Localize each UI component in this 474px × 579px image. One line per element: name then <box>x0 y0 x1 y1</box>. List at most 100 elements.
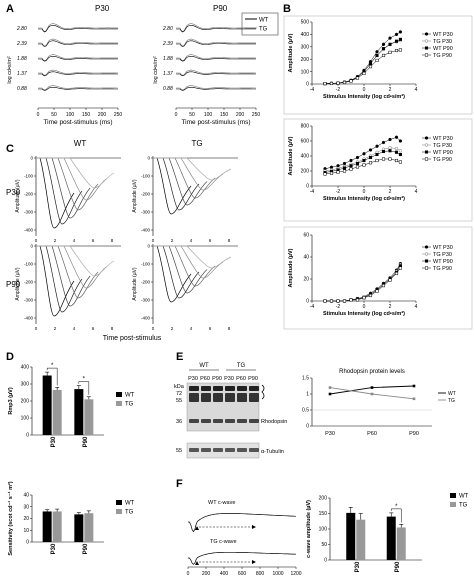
panel-c-awave-tg-p90-1 <box>153 245 200 299</box>
panel-a-title-p90: P90 <box>213 4 228 13</box>
panel-c-xtick-label: 0 <box>152 326 155 331</box>
panel-c-xtick-label: 6 <box>209 326 212 331</box>
panel-b-xtick-label: 4 <box>415 189 418 195</box>
panel-c-awave-tg-p30-0 <box>153 157 192 215</box>
erg-trace-wt-1 <box>176 40 256 47</box>
panel-e-group-tg: TG <box>237 363 246 369</box>
panel-e-chart-ytick-label: 0.5 <box>302 408 309 414</box>
panel-b-point <box>323 82 327 86</box>
panel-b-point <box>342 80 347 85</box>
panel-c-title-wt: WT <box>74 139 87 148</box>
panel-b-point <box>398 139 403 143</box>
panel-d-rmp3-bar <box>84 399 94 435</box>
panel-b-legend-marker <box>424 266 429 270</box>
panel-e-chart-point <box>328 392 332 396</box>
panel-b-1-ytick-label: 0 <box>306 82 309 88</box>
panel-d-sensitivity-ytick-label: 0 <box>26 540 29 546</box>
panel-b-legend-label: TG P90 <box>433 157 452 163</box>
panel-c-xtick-label: 4 <box>190 238 193 243</box>
panel-b-legend-label: TG P90 <box>433 266 452 272</box>
panel-b-xtick-label: -2 <box>336 304 341 310</box>
panel-b-3-ytick-label: 20 <box>303 277 309 283</box>
panel-b-point <box>368 161 373 165</box>
panel-c-ytick-label: 0 <box>147 156 150 161</box>
panel-b-point <box>388 278 392 282</box>
panel-b-legend-label: TG P30 <box>433 252 452 258</box>
panel-b-point <box>355 76 360 80</box>
panel-c-ytick-label: -200 <box>141 192 151 197</box>
intensity-label-2: 1.88 <box>163 56 173 62</box>
panel-f-wt-label: WT c-wave <box>208 500 235 506</box>
panel-c-ytick-label: -400 <box>141 228 151 233</box>
panel-a-ylabel-left: log cd•s/m² <box>7 56 13 83</box>
panel-e-lane-labels: P30 P60 P90 P30 P60 P90 <box>188 376 258 382</box>
panel-e-chart-point <box>412 397 416 401</box>
panel-e-chart-point <box>412 384 416 388</box>
panel-b-legend-label: WT P30 <box>433 136 453 142</box>
panel-e-rhodopsin-dimer-band <box>213 386 223 391</box>
panel-d-rmp3-bar <box>74 389 84 435</box>
a-tick-label: 0 <box>37 112 40 118</box>
panel-b-point <box>368 155 373 160</box>
panel-f-tg-marker-end <box>252 560 256 564</box>
panel-d-rmp3-sig-bracket <box>46 367 58 386</box>
panel-b-point <box>329 81 334 86</box>
panel-b-point <box>394 271 399 276</box>
panel-b-xtick-label: 4 <box>415 87 418 93</box>
panel-c-awave-tg-p90-0 <box>153 245 192 303</box>
panel-d-sensitivity-bar <box>84 513 94 542</box>
panel-b-point <box>355 165 360 169</box>
panel-b-xtick-label: 0 <box>363 87 366 93</box>
panel-f-cwave-bar <box>356 519 366 560</box>
panel-d-rmp3-legend-label: TG <box>125 402 134 408</box>
panel-a-xlabel-left: Time post-stimulus (ms) <box>43 119 112 126</box>
panel-a-erg-traces-p90 <box>176 23 257 91</box>
panel-b-point <box>388 137 392 142</box>
panel-b-point <box>362 163 366 167</box>
panel-b-point <box>381 42 386 46</box>
a-tick-label: 150 <box>82 112 91 118</box>
erg-trace-tg-0 <box>176 23 256 32</box>
panel-c-awave-wt-p30-1 <box>36 157 83 225</box>
panel-b-point <box>388 157 392 161</box>
panel-b-legend-marker <box>424 32 429 36</box>
panel-b-chart-2: 0 200 400 600 800 Amplitude (µV) Stimulus Inte… <box>288 124 453 202</box>
panel-b-legend-marker <box>424 143 429 147</box>
panel-f-xtick-label: 400 <box>220 571 229 577</box>
panel-d-rmp3-category-label: P90 <box>83 436 89 447</box>
panel-f-cwave-ytick-label: 0 <box>324 558 327 564</box>
panel-f-cwave-sig-bracket <box>390 508 402 523</box>
panel-letter-b: B <box>283 3 291 15</box>
intensity-label-2: 1.88 <box>17 56 27 62</box>
panel-b-point <box>398 48 402 52</box>
panel-b-series-line-1 <box>324 40 401 84</box>
panel-b-point <box>388 149 392 153</box>
panel-e-rhodopsin-band <box>225 393 235 402</box>
panel-c-ytick-label: -300 <box>24 210 34 215</box>
panel-b-point <box>336 170 340 174</box>
panel-e-tubulin-band <box>249 448 259 452</box>
panel-b-point <box>398 30 403 34</box>
panel-e-chart-ytick-label: 1.5 <box>302 376 309 382</box>
panel-b-legend-label: WT P90 <box>433 46 453 52</box>
panel-b-xtick-label: 0 <box>363 304 366 310</box>
panel-b-point <box>336 81 340 85</box>
panel-f-cwave-legend-swatch <box>450 493 456 498</box>
panel-b-point <box>381 284 386 288</box>
panel-c-awave-wt-p90-3 <box>36 245 99 299</box>
panel-b-point <box>394 158 399 163</box>
panel-e-kda: kDa <box>174 384 185 390</box>
panel-f-xtick-label: 200 <box>202 571 211 577</box>
panel-c-awave-wt-p90-1 <box>36 245 83 313</box>
panel-b-series-line-1 <box>325 264 401 302</box>
panel-b-1-ytick-label: 100 <box>301 69 310 75</box>
panel-c-ytick-label: 0 <box>30 156 33 161</box>
panel-b-point <box>398 37 402 41</box>
panel-c-awave-wt-p90-4 <box>36 245 107 289</box>
panel-b-series-line-3 <box>324 49 401 84</box>
panel-b-point <box>349 158 353 163</box>
erg-trace-tg-4 <box>176 85 256 91</box>
panel-e-rhodopsin-dimer-band <box>237 386 247 391</box>
panel-e-rhodopsin-band <box>189 393 199 402</box>
panel-b-point <box>381 47 386 51</box>
